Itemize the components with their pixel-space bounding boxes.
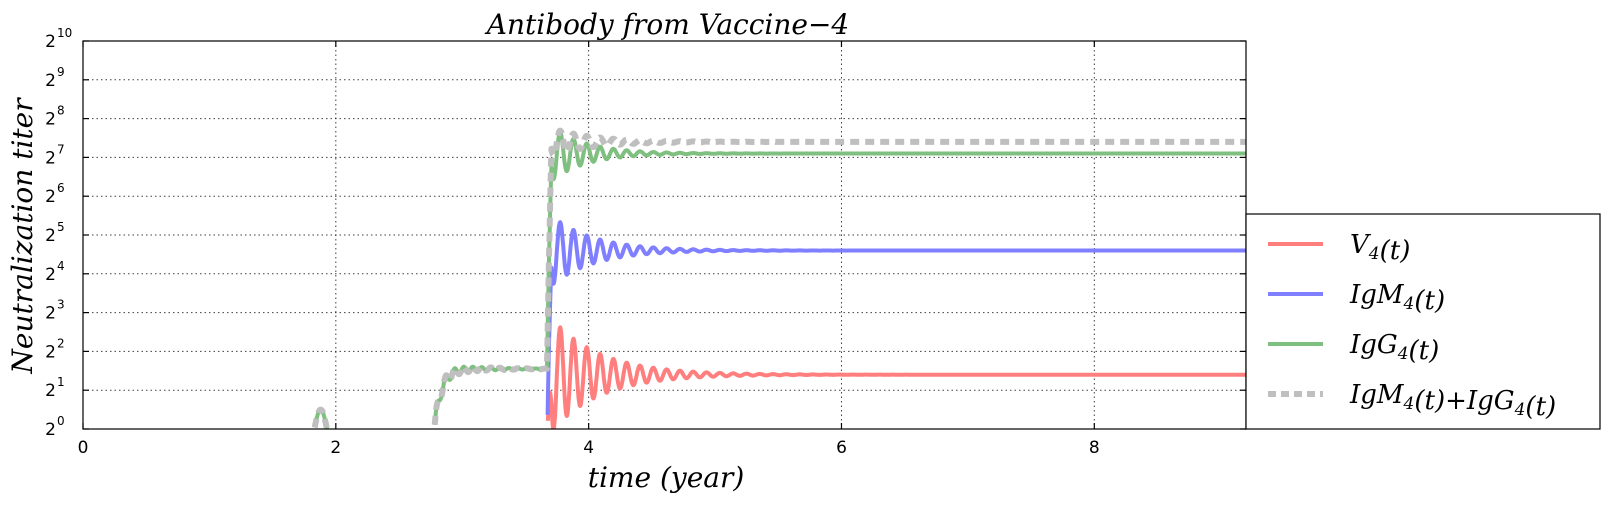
y-tick-exponent: 9	[57, 65, 65, 79]
legend-label: IgG4(t)	[1349, 330, 1439, 366]
series-line-igm-4-t-igg-4-t	[431, 127, 1246, 426]
y-tick-label: 2	[45, 32, 56, 52]
y-tick-label: 2	[45, 265, 56, 285]
y-tick-label: 2	[45, 110, 56, 130]
y-tick-exponent: 6	[57, 181, 65, 195]
series-line-igm-4-t	[545, 220, 1246, 415]
axis-ticks: 0 2 4 6 82 02 12 22 32 42 52 62 72 82 92 10	[45, 26, 1246, 458]
x-tick-label: 8	[1089, 438, 1100, 458]
y-tick-exponent: 10	[57, 26, 72, 40]
y-tick-exponent: 3	[57, 298, 65, 312]
y-tick-label: 2	[45, 342, 56, 362]
y-tick-exponent: 8	[57, 104, 65, 118]
y-tick-exponent: 7	[57, 142, 65, 156]
y-tick-exponent: 2	[57, 336, 65, 350]
legend: V4(t) IgM4(t) IgG4(t) IgM4(t)+IgG4(t)	[1245, 213, 1601, 430]
x-tick-label: 2	[330, 438, 341, 458]
grid-lines	[83, 41, 1246, 429]
y-tick-exponent: 5	[57, 220, 65, 234]
legend-label: IgM4(t)+IgG4(t)	[1349, 380, 1556, 422]
x-tick-label: 4	[583, 438, 594, 458]
y-axis-label: Neutralization titer	[6, 97, 39, 375]
x-axis-label: time (year)	[588, 461, 745, 494]
y-tick-exponent: 4	[57, 259, 65, 273]
series-line-igg-4-t	[432, 130, 1246, 426]
y-tick-label: 2	[45, 187, 56, 207]
x-tick-label: 0	[78, 438, 89, 458]
series-line-igm-4-t-igg-4-t	[311, 406, 330, 429]
y-tick-label: 2	[45, 148, 56, 168]
chart-title: Antibody from Vaccine−4	[484, 8, 849, 41]
y-tick-label: 2	[45, 71, 56, 91]
y-tick-label: 2	[45, 304, 56, 324]
series-lines	[311, 127, 1246, 429]
legend-box	[1245, 213, 1601, 430]
legend-label: IgM4(t)	[1349, 280, 1445, 316]
y-tick-label: 2	[45, 226, 56, 246]
legend-label: V4(t)	[1350, 230, 1410, 266]
y-tick-label: 2	[45, 420, 56, 440]
y-tick-exponent: 0	[57, 414, 65, 428]
y-tick-label: 2	[45, 381, 56, 401]
y-tick-exponent: 1	[57, 375, 65, 389]
x-tick-label: 6	[836, 438, 847, 458]
series-line-v-4-t	[545, 325, 1246, 429]
